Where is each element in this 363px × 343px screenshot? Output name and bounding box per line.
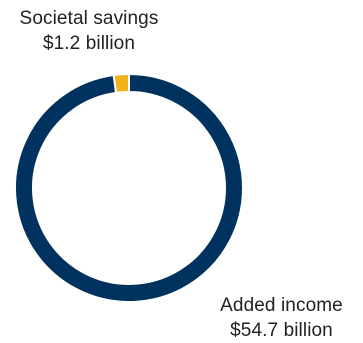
- donut-slice-added-income: [14, 72, 244, 303]
- societal-savings-label: Societal savings $1.2 billion: [0, 6, 178, 56]
- added-income-name: Added income: [220, 295, 343, 316]
- added-income-value: $54.7 billion: [230, 320, 333, 341]
- societal-savings-value: $1.2 billion: [42, 33, 136, 54]
- added-income-label: Added income $54.7 billion: [200, 293, 363, 343]
- donut-slice-societal-savings: [112, 72, 130, 94]
- societal-savings-name: Societal savings: [19, 8, 159, 29]
